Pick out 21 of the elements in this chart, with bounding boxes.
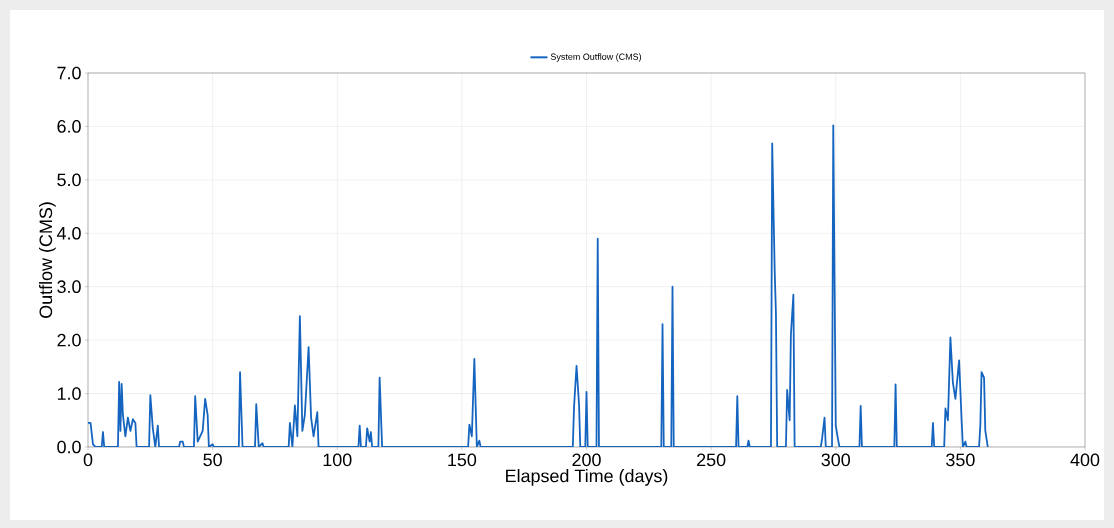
x-tick-label: 150 <box>448 453 477 467</box>
legend-label: System Outflow (CMS) <box>550 53 642 62</box>
y-tick-label: 0.0 <box>57 440 81 454</box>
x-tick-label: 0 <box>83 453 93 467</box>
y-tick-label: 1.0 <box>57 387 81 400</box>
y-tick-label: 7.0 <box>57 66 81 80</box>
y-axis-title: Outflow (CMS) <box>39 202 56 318</box>
x-tick-label: 100 <box>323 453 352 467</box>
x-tick-label: 300 <box>821 453 851 467</box>
x-axis-title: Elapsed Time (days) <box>506 469 668 486</box>
y-tick-label: 6.0 <box>57 120 81 133</box>
y-tick-label: 2.0 <box>57 333 81 347</box>
x-tick-label: 400 <box>1070 453 1100 467</box>
x-tick-label: 200 <box>572 453 601 467</box>
y-tick-label: 4.0 <box>56 226 81 240</box>
x-tick-label: 250 <box>697 453 726 467</box>
y-tick-label: 3.0 <box>57 280 81 294</box>
x-tick-label: 350 <box>946 453 975 467</box>
x-tick-label: 50 <box>203 453 222 467</box>
line-series <box>88 124 989 447</box>
y-tick-label: 5.0 <box>57 173 81 187</box>
